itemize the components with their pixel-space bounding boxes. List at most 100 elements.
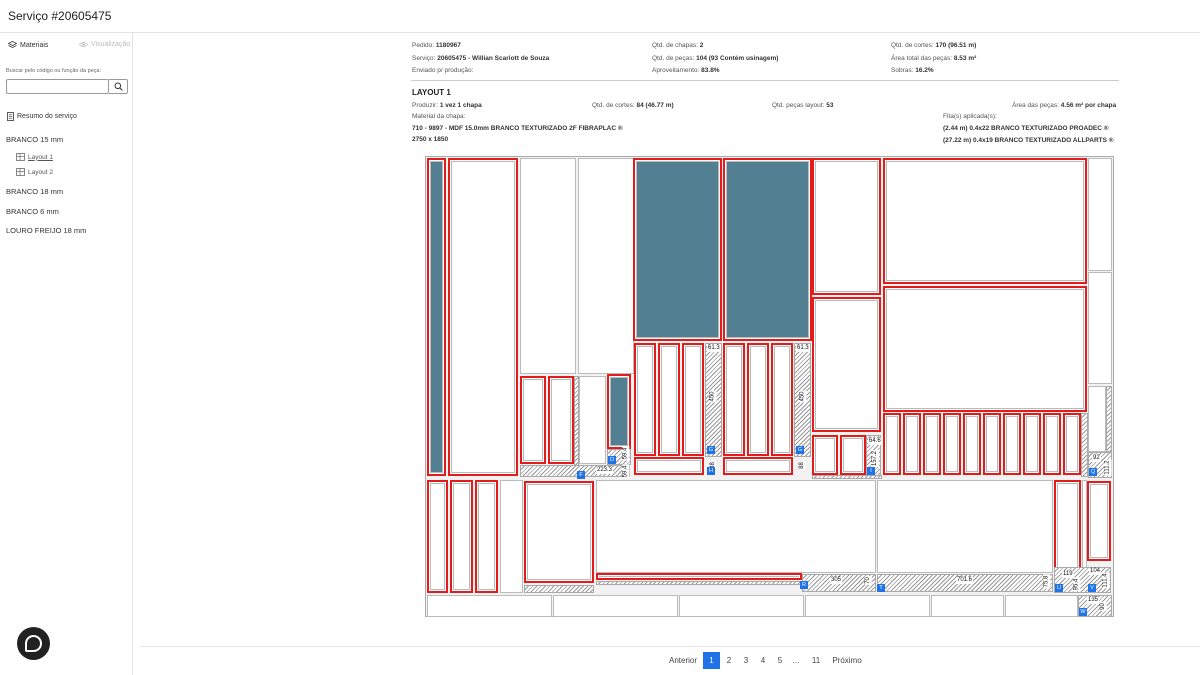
sidebar: Materiais Visualização Buscar pelo códig…	[0, 33, 133, 675]
piece[interactable]	[983, 413, 1001, 475]
pagination-page-11[interactable]: 11	[811, 656, 821, 665]
piece[interactable]	[931, 595, 1004, 617]
piece[interactable]	[634, 457, 704, 475]
piece[interactable]	[1088, 386, 1106, 452]
piece[interactable]	[877, 480, 1053, 573]
piece-blocked[interactable]	[723, 158, 812, 341]
search-input[interactable]	[6, 79, 109, 94]
piece[interactable]	[943, 413, 961, 475]
piece[interactable]	[723, 457, 793, 475]
piece[interactable]	[1005, 595, 1078, 617]
piece[interactable]	[450, 480, 473, 593]
summary-cortes: Qtd. de cortes: 170 (96.51 m)	[891, 42, 977, 49]
summary-enviado: Enviado p/ produção:	[412, 67, 474, 74]
piece[interactable]	[1003, 413, 1021, 475]
piece[interactable]	[883, 413, 901, 475]
layout-icon	[16, 168, 25, 176]
search-icon	[114, 82, 123, 91]
piece[interactable]	[1043, 413, 1061, 475]
pagination-page-2[interactable]: 2	[726, 656, 732, 665]
layout-pecas: Qtd. peças layout: 53	[772, 102, 834, 109]
piece[interactable]	[812, 435, 838, 475]
layout-cortes: Qtd. de cortes: 84 (46.77 m)	[592, 102, 674, 109]
piece[interactable]	[427, 480, 448, 593]
piece[interactable]	[747, 343, 769, 456]
piece[interactable]	[682, 343, 704, 456]
piece[interactable]	[524, 481, 594, 583]
piece[interactable]	[812, 297, 881, 432]
layout-material-label: Material da chapa:	[412, 113, 466, 120]
piece[interactable]	[578, 158, 634, 374]
pagination-page-4[interactable]: 4	[760, 656, 766, 665]
material-branco-15[interactable]: BRANCO 15 mm	[6, 135, 64, 144]
layout-size: 2750 x 1850	[412, 136, 449, 143]
piece-blocked[interactable]	[633, 158, 722, 341]
piece[interactable]	[553, 595, 678, 617]
piece[interactable]	[903, 413, 921, 475]
document-icon	[7, 112, 14, 121]
piece-badge: R	[800, 581, 808, 589]
piece-blocked[interactable]	[607, 374, 631, 449]
service-summary-link[interactable]: Resumo do serviço	[7, 112, 77, 121]
dimension-label: 223.3	[596, 467, 614, 474]
material-branco-18[interactable]: BRANCO 18 mm	[6, 187, 64, 196]
layout-1-link[interactable]: Layout 1	[16, 153, 53, 161]
layout-fita-1: (2.44 m) 0.4x22 BRANCO TEXTURIZADO PROAD…	[943, 125, 1109, 132]
search-button[interactable]	[109, 79, 128, 94]
tab-view[interactable]: Visualização	[79, 41, 130, 48]
page-title: Serviço #20605475	[8, 9, 112, 23]
piece[interactable]	[723, 343, 745, 456]
piece[interactable]	[427, 595, 552, 617]
piece[interactable]	[596, 573, 802, 580]
pagination-ellipsis: ...	[792, 656, 800, 665]
piece[interactable]	[1054, 480, 1081, 574]
pagination-next[interactable]: Próximo	[832, 656, 862, 665]
piece[interactable]	[883, 158, 1087, 284]
scrap	[524, 585, 594, 593]
tab-materials-label: Materiais	[20, 41, 49, 49]
piece[interactable]	[679, 595, 804, 617]
piece[interactable]	[579, 376, 606, 464]
piece[interactable]	[1063, 413, 1081, 475]
piece[interactable]	[963, 413, 981, 475]
piece-badge: H	[707, 467, 715, 475]
piece[interactable]	[658, 343, 680, 456]
piece[interactable]	[840, 435, 866, 475]
piece[interactable]	[448, 158, 518, 476]
layout-produzir: Produzir: 1 vez 1 chapa	[412, 102, 482, 109]
chat-button[interactable]	[17, 627, 50, 660]
dimension-label: 61.3	[707, 345, 721, 352]
piece[interactable]	[1088, 158, 1112, 271]
piece[interactable]	[475, 480, 498, 593]
piece[interactable]	[1023, 413, 1041, 475]
piece[interactable]	[923, 413, 941, 475]
material-louro-freijo-18[interactable]: LOURO FREIJO 18 mm	[6, 226, 87, 235]
piece[interactable]	[1088, 272, 1112, 384]
dimension-label: 61.3	[796, 345, 810, 352]
piece-badge: G	[707, 446, 715, 454]
piece[interactable]	[548, 376, 574, 464]
piece[interactable]	[805, 595, 930, 617]
piece[interactable]	[520, 376, 546, 464]
piece-blocked[interactable]	[427, 158, 446, 476]
piece[interactable]	[634, 343, 656, 456]
pagination-page-5[interactable]: 5	[777, 656, 783, 665]
piece[interactable]	[771, 343, 793, 456]
piece[interactable]	[500, 480, 523, 593]
pagination-page-1[interactable]: 1	[703, 652, 720, 669]
material-branco-6[interactable]: BRANCO 6 mm	[6, 207, 59, 216]
layout-fita-2: (27.22 m) 0.4x19 BRANCO TEXTURIZADO ALLP…	[943, 137, 1114, 144]
piece[interactable]	[596, 480, 876, 573]
tab-materials[interactable]: Materiais	[8, 41, 48, 49]
layout-icon	[16, 153, 25, 161]
pagination-prev[interactable]: Anterior	[668, 656, 697, 665]
piece[interactable]	[812, 158, 881, 295]
piece[interactable]	[883, 286, 1087, 412]
piece[interactable]	[1087, 481, 1111, 561]
scrap	[520, 465, 630, 477]
pagination-page-3[interactable]: 3	[743, 656, 749, 665]
layout-2-link[interactable]: Layout 2	[16, 168, 53, 176]
dimension-label: 90	[1099, 602, 1107, 611]
dimension-label: 70	[864, 576, 872, 585]
piece[interactable]	[520, 158, 576, 374]
